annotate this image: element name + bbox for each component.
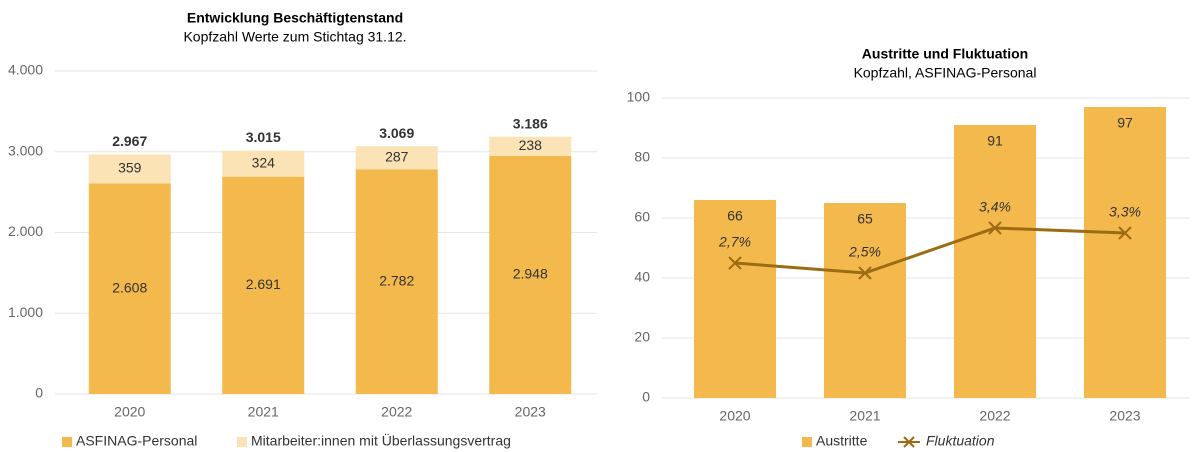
data-label: 2.948 — [513, 266, 548, 282]
data-label: 2,7% — [718, 234, 751, 250]
legend-marker — [903, 436, 915, 448]
total-label: 3.015 — [246, 129, 281, 145]
x-tick-label: 2022 — [381, 404, 412, 420]
data-label: 91 — [987, 133, 1003, 149]
x-tick-label: 2023 — [1109, 408, 1140, 424]
legend-swatch — [62, 437, 72, 447]
legend-label: ASFINAG-Personal — [76, 433, 197, 449]
data-label: 3,3% — [1109, 204, 1141, 220]
bar — [355, 146, 438, 170]
bar — [355, 169, 438, 394]
legend-swatch — [802, 437, 812, 447]
line — [734, 226, 1126, 275]
legend-label: Mitarbeiter:innen mit Überlassungsvertra… — [251, 432, 511, 449]
y-tick-label: 3.000 — [8, 142, 43, 158]
bar — [88, 183, 171, 394]
data-label: 2.608 — [112, 279, 147, 295]
data-label: 3,4% — [979, 199, 1011, 215]
total-label: 3.069 — [379, 125, 414, 141]
chart-title: Austritte und Fluktuation — [862, 46, 1028, 62]
data-label: 66 — [727, 208, 743, 224]
x-tick-label: 2022 — [979, 408, 1010, 424]
bar — [824, 203, 906, 398]
data-label: 359 — [118, 160, 142, 176]
y-tick-label: 1.000 — [8, 304, 43, 320]
x-tick-label: 2021 — [849, 408, 880, 424]
y-tick-label: 4.000 — [8, 62, 43, 78]
y-tick-label: 60 — [634, 209, 650, 225]
line-marker — [1118, 226, 1132, 240]
y-tick-label: 80 — [634, 149, 650, 165]
bar — [694, 200, 776, 398]
bar — [489, 136, 572, 156]
line-marker — [728, 256, 742, 270]
chart-title: Entwicklung Beschäftigtenstand — [187, 10, 403, 26]
x-tick-label: 2023 — [515, 404, 546, 420]
bar — [489, 155, 572, 394]
data-label: 324 — [252, 154, 276, 170]
chart-subtitle: Kopfzahl, ASFINAG-Personal — [854, 65, 1037, 81]
data-label: 97 — [1117, 115, 1133, 131]
legend-label: Austritte — [816, 433, 868, 449]
x-tick-label: 2020 — [114, 404, 145, 420]
x-tick-label: 2021 — [248, 404, 279, 420]
line-marker — [858, 266, 872, 280]
data-label: 65 — [857, 211, 873, 227]
y-tick-label: 40 — [634, 269, 650, 285]
bar — [88, 154, 171, 184]
bar — [1084, 107, 1166, 398]
y-tick-label: 0 — [642, 389, 650, 405]
total-label: 3.186 — [513, 115, 548, 131]
data-label: 2.691 — [246, 276, 281, 292]
data-label: 287 — [385, 148, 409, 164]
y-tick-label: 2.000 — [8, 223, 43, 239]
chart-subtitle: Kopfzahl Werte zum Stichtag 31.12. — [183, 29, 406, 45]
bar — [222, 150, 305, 177]
x-tick-label: 2020 — [719, 408, 750, 424]
bar — [954, 125, 1036, 398]
bar — [222, 176, 305, 394]
line-marker — [988, 221, 1002, 235]
data-label: 2,5% — [848, 244, 881, 260]
total-label: 2.967 — [112, 133, 147, 149]
legend-label: Fluktuation — [926, 433, 995, 449]
y-tick-label: 100 — [627, 89, 651, 105]
legend-swatch — [237, 437, 247, 447]
y-tick-label: 20 — [634, 329, 650, 345]
y-tick-label: 0 — [35, 385, 43, 401]
data-label: 2.782 — [379, 272, 414, 288]
data-label: 238 — [519, 137, 543, 153]
